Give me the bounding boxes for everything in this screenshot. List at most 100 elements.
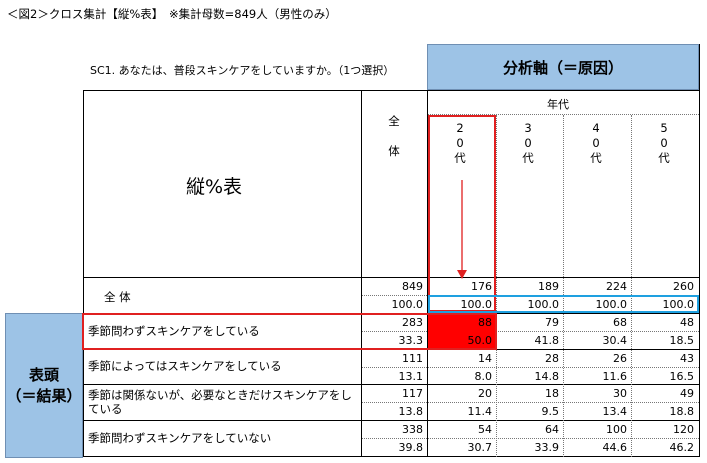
age-col-40-c2: 0 <box>592 136 600 150</box>
col-divider-40 <box>563 115 564 457</box>
total-pct-row-box <box>428 295 699 313</box>
r4-pct-all: 39.8 <box>398 441 424 454</box>
figure-caption: ＜図2＞クロス集計【縦%表】 ※集計母数=849人（男性のみ） <box>7 7 337 21</box>
r4-count-20: 54 <box>478 423 492 436</box>
age-col-30-c2: 0 <box>524 136 532 150</box>
side-header-line1: 表頭 <box>28 365 59 384</box>
age-col-50-c1: 5 <box>660 121 668 135</box>
age-header-divider <box>428 114 699 115</box>
age-col-30-c1: 3 <box>524 121 532 135</box>
age-col-30-c3: 代 <box>522 151 534 165</box>
r2-pct-30: 14.8 <box>534 370 560 383</box>
r3-count-20: 20 <box>478 387 492 400</box>
r4-count-all: 338 <box>402 423 423 436</box>
down-arrow-icon <box>457 180 467 279</box>
total-count-40: 224 <box>606 280 627 293</box>
r1-pct-50: 18.5 <box>669 334 695 347</box>
col-divider-30 <box>496 115 497 457</box>
r4-pct-40: 44.6 <box>602 441 628 454</box>
r2-pct-20: 8.0 <box>474 370 493 383</box>
r3-count-30: 18 <box>545 387 559 400</box>
age-group-label: 年代 <box>547 98 569 111</box>
r2-count-40: 26 <box>613 352 627 365</box>
r1-count-all: 283 <box>402 316 423 329</box>
r2-pct-40: 11.6 <box>602 370 628 383</box>
grid-right <box>699 44 700 457</box>
r3-count-all: 117 <box>402 387 423 400</box>
row3-mid <box>362 402 699 403</box>
row1-mid <box>362 331 699 332</box>
r4-pct-20: 30.7 <box>467 441 493 454</box>
r2-count-20: 14 <box>478 352 492 365</box>
r1-count-30: 79 <box>545 316 559 329</box>
r1-pct-20: 50.0 <box>467 334 493 347</box>
r1-pct-30: 41.8 <box>534 334 560 347</box>
grid-label-right <box>361 90 362 457</box>
r3-pct-30: 9.5 <box>541 405 560 418</box>
r4-pct-50: 46.2 <box>669 441 695 454</box>
side-header: 表頭 （＝結果） <box>5 313 83 458</box>
r3-count-40: 30 <box>613 387 627 400</box>
total-col-char1: 全 <box>388 114 400 128</box>
highlight-row-box <box>82 313 497 350</box>
r3-pct-50: 18.8 <box>669 405 695 418</box>
age-col-40-c1: 4 <box>592 121 600 135</box>
r1-count-20: 88 <box>478 316 492 329</box>
highlight-cell <box>428 314 496 349</box>
table-title: 縦%表 <box>186 176 243 198</box>
total-count-50: 260 <box>673 280 694 293</box>
r1-pct-all: 33.3 <box>398 334 424 347</box>
row-label-2: 季節によってはスキンケアをしている <box>88 359 282 373</box>
grid-row2-bottom <box>83 384 699 385</box>
grid-left <box>83 90 84 457</box>
grid-bottom <box>83 456 699 457</box>
r2-count-all: 111 <box>402 352 423 365</box>
r1-count-40: 68 <box>613 316 627 329</box>
total-pct-all: 100.0 <box>391 298 424 311</box>
total-row-label: 全 体 <box>104 290 131 304</box>
total-pct-20: 100.0 <box>460 298 493 311</box>
r4-count-50: 120 <box>673 423 694 436</box>
grid-total-right <box>427 90 428 457</box>
question-text: SC1. あなたは、普段スキンケアをしていますか。（1つ選択） <box>90 64 395 77</box>
row-label-4: 季節問わずスキンケアをしていない <box>88 431 272 445</box>
r3-pct-20: 11.4 <box>467 405 493 418</box>
r1-count-50: 48 <box>680 316 694 329</box>
row-label-3: 季節は関係ないが、必要なときだけスキンケアをしている <box>88 388 352 416</box>
grid-row3-bottom <box>83 420 699 421</box>
total-col-header: 全 体 <box>384 106 404 166</box>
row2-mid <box>362 367 699 368</box>
r3-count-50: 49 <box>680 387 694 400</box>
r2-count-50: 43 <box>680 352 694 365</box>
r2-count-30: 28 <box>545 352 559 365</box>
total-pct-50: 100.0 <box>662 298 695 311</box>
side-header-line2: （＝結果） <box>6 386 82 405</box>
row4-mid <box>362 438 699 439</box>
total-count-all: 849 <box>402 280 423 293</box>
total-count-30: 189 <box>538 280 559 293</box>
r2-pct-all: 13.1 <box>398 370 424 383</box>
age-col-50-c2: 0 <box>660 136 668 150</box>
age-col-20-c1: 2 <box>456 121 464 135</box>
grid-top <box>83 90 699 91</box>
age-col-20: 2 0 代 <box>452 121 468 166</box>
col-divider-50 <box>631 115 632 457</box>
age-col-50-c3: 代 <box>658 151 670 165</box>
age-col-40-c3: 代 <box>590 151 602 165</box>
age-col-40: 4 0 代 <box>588 121 604 166</box>
age-col-20-c2: 0 <box>456 136 464 150</box>
total-pct-40: 100.0 <box>595 298 628 311</box>
axis-header: 分析軸（＝原因） <box>427 44 699 90</box>
r3-pct-40: 13.4 <box>602 405 628 418</box>
total-col-char2: 体 <box>388 144 400 158</box>
age-col-50: 5 0 代 <box>656 121 672 166</box>
total-pct-30: 100.0 <box>527 298 560 311</box>
r4-pct-30: 33.9 <box>534 441 560 454</box>
r1-pct-40: 30.4 <box>602 334 628 347</box>
r4-count-40: 100 <box>606 423 627 436</box>
age-col-20-c3: 代 <box>454 151 466 165</box>
total-count-20: 176 <box>471 280 492 293</box>
r4-count-30: 64 <box>545 423 559 436</box>
r3-pct-all: 13.8 <box>398 405 424 418</box>
grid-total-top <box>83 277 699 278</box>
